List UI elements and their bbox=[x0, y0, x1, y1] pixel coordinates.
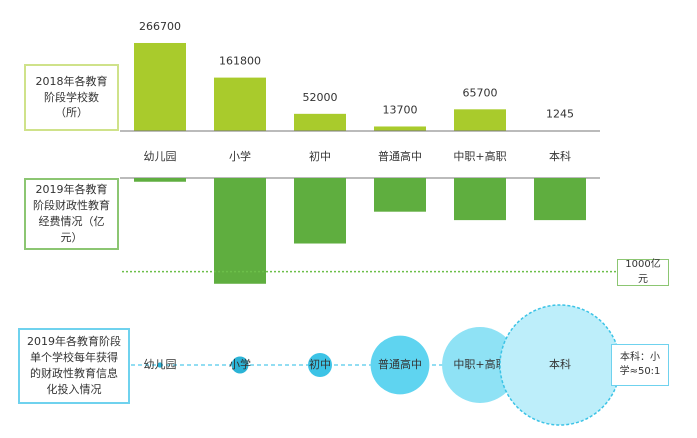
bar bbox=[294, 178, 346, 244]
annotation: 本科：小学≈50:1 bbox=[611, 344, 669, 386]
bar bbox=[374, 178, 426, 212]
category-label: 小学 bbox=[229, 149, 251, 163]
category-label: 本科 bbox=[549, 357, 571, 371]
bar bbox=[134, 42, 186, 131]
category-label: 普通高中 bbox=[378, 357, 422, 371]
panel-title: 2019年各教育阶段财政性教育经费情况（亿元） bbox=[24, 178, 119, 250]
bubble bbox=[231, 356, 249, 374]
category-label: 幼儿园 bbox=[144, 150, 177, 163]
value-label: 13700 bbox=[383, 103, 418, 116]
category-label: 初中 bbox=[309, 149, 331, 163]
bar bbox=[214, 77, 266, 131]
category-label: 中职+高职 bbox=[453, 149, 506, 163]
value-label: 52000 bbox=[303, 91, 338, 104]
bubble bbox=[370, 335, 430, 395]
category-label: 初中 bbox=[309, 357, 331, 371]
category-label: 小学 bbox=[229, 357, 251, 371]
value-label: 161800 bbox=[219, 55, 261, 68]
panel-title: 2018年各教育阶段学校数（所） bbox=[24, 64, 119, 131]
bar bbox=[134, 178, 186, 182]
bar bbox=[214, 178, 266, 284]
value-label: 65700 bbox=[463, 86, 498, 99]
value-label: 266700 bbox=[139, 20, 181, 33]
bar bbox=[454, 109, 506, 131]
panel-title: 2019年各教育阶段单个学校每年获得的财政性教育信息化投入情况 bbox=[18, 328, 130, 404]
category-label: 普通高中 bbox=[378, 149, 422, 163]
category-label: 本科 bbox=[549, 149, 571, 163]
reference-label: 1000亿元 bbox=[617, 259, 669, 286]
bar bbox=[294, 113, 346, 131]
bubble bbox=[157, 362, 163, 368]
bar bbox=[534, 178, 586, 221]
bar bbox=[454, 178, 506, 221]
category-label: 幼儿园 bbox=[144, 358, 177, 371]
bar bbox=[374, 126, 426, 131]
bubble bbox=[308, 353, 332, 377]
value-label: 1245 bbox=[546, 108, 574, 121]
bubble bbox=[442, 327, 518, 403]
category-label: 中职+高职 bbox=[453, 357, 506, 371]
